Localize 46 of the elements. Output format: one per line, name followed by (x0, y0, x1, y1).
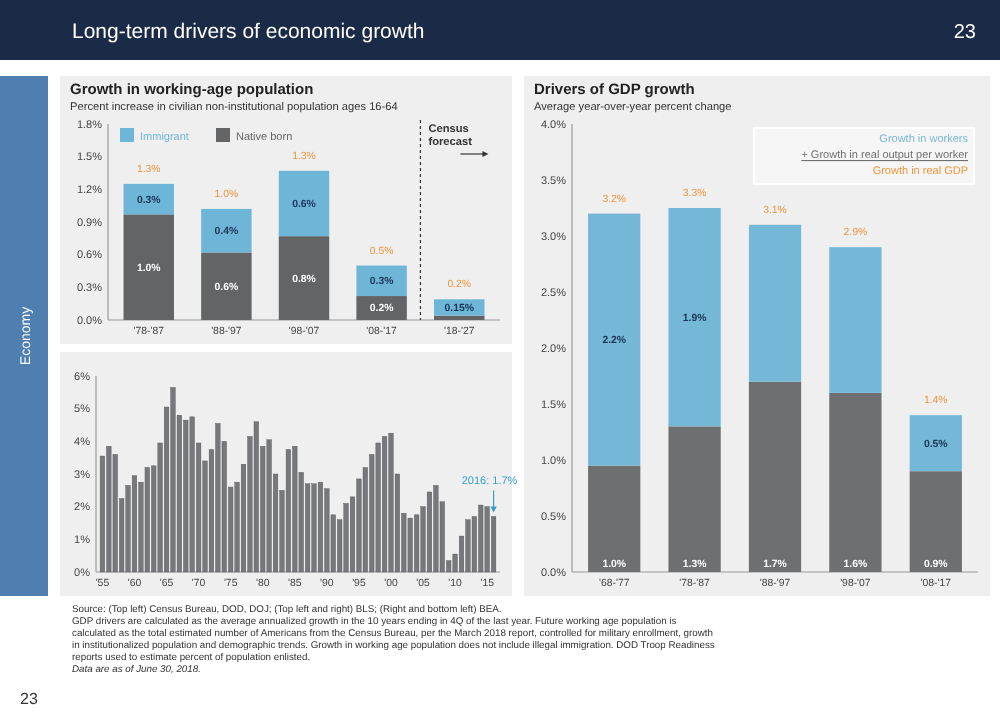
bar (356, 265, 407, 297)
bar (343, 503, 349, 573)
bar (131, 475, 137, 573)
bar (285, 449, 291, 573)
bar (311, 483, 317, 573)
text: Long-term drivers of economic growth (72, 20, 425, 44)
bar (375, 442, 381, 573)
bar (278, 236, 330, 320)
bar (909, 471, 962, 572)
bar (484, 506, 490, 573)
bar (668, 426, 721, 572)
bar (668, 208, 721, 427)
bar (201, 252, 252, 320)
bar (170, 387, 176, 573)
bar (112, 454, 118, 573)
bar (829, 392, 882, 572)
bar (909, 415, 962, 472)
text: 23 (20, 690, 39, 708)
bar (426, 491, 432, 573)
bar (388, 432, 394, 573)
bar (123, 214, 174, 320)
bar (266, 439, 272, 573)
bar (317, 481, 323, 573)
text: 23 (953, 22, 977, 44)
bar (748, 224, 802, 382)
bar (253, 421, 259, 573)
bar (356, 296, 407, 320)
bar (414, 514, 420, 573)
bar (201, 208, 252, 253)
bar (478, 504, 484, 573)
bar (748, 381, 802, 572)
bar (324, 488, 330, 573)
bar (382, 436, 388, 573)
bar (407, 517, 413, 573)
bar (106, 446, 112, 573)
bar (588, 213, 641, 466)
bar (278, 170, 330, 237)
bar (465, 519, 471, 573)
bar (588, 465, 641, 572)
bar (829, 247, 882, 393)
bar (215, 423, 221, 573)
bar (433, 485, 439, 573)
bar (189, 416, 195, 573)
bar (144, 467, 150, 573)
bar (183, 419, 189, 573)
bar (292, 446, 298, 573)
